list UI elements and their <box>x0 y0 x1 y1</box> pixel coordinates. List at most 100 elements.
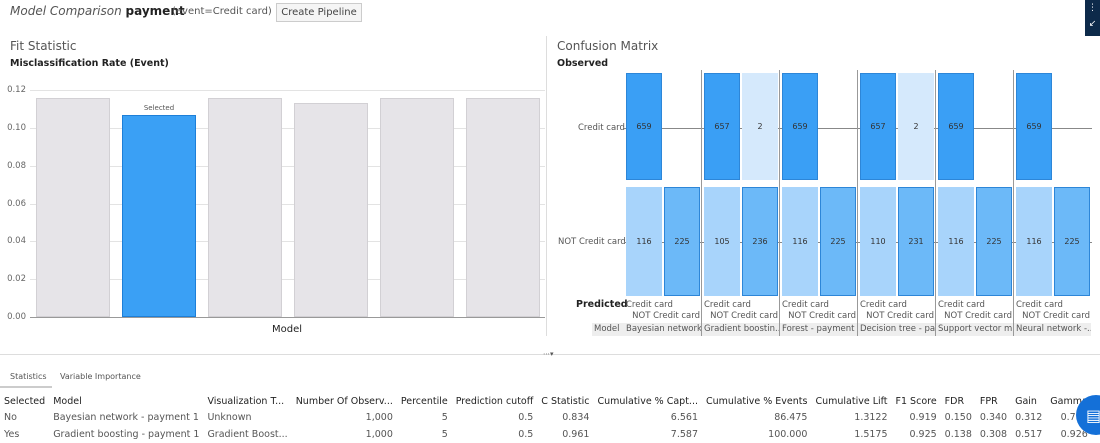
bar-model-5[interactable] <box>380 97 454 317</box>
matrix-cell[interactable]: 2 <box>742 73 778 180</box>
table-cell: 0.5 <box>518 429 534 440</box>
predicted-not-credit-card-label: NOT Credit card <box>944 311 1012 321</box>
predicted-not-credit-card-label: NOT Credit card <box>788 311 856 321</box>
page-title: Model Comparison payment <box>10 4 185 18</box>
table-cell: Bayesian network - payment 1 <box>53 412 199 423</box>
fit-statistic-subtitle: Misclassification Rate (Event) <box>10 58 169 69</box>
column-header[interactable]: FPR <box>979 395 998 407</box>
column-header[interactable]: Prediction cutoff <box>455 395 534 407</box>
bar-model-6[interactable] <box>466 97 540 317</box>
active-tab-indicator <box>0 386 52 388</box>
bar-model-4[interactable] <box>294 103 368 317</box>
bar-model-2[interactable] <box>122 114 196 317</box>
model-name: Forest - payment 1 <box>780 323 857 336</box>
matrix-cell[interactable]: 2 <box>898 73 934 180</box>
tab-statistics[interactable]: Statistics <box>10 372 47 381</box>
matrix-cell[interactable]: 659 <box>626 73 662 180</box>
column-header[interactable]: Percentile <box>400 395 448 407</box>
matrix-cell[interactable]: 110 <box>860 187 896 296</box>
matrix-cell[interactable]: 231 <box>898 187 934 296</box>
gridline <box>30 127 545 129</box>
matrix-cell[interactable]: 225 <box>1054 187 1090 296</box>
title-text: Model Comparison <box>10 4 122 18</box>
table-cell: Unknown <box>207 412 252 423</box>
model-name: Bayesian network... <box>624 323 701 336</box>
matrix-cell[interactable]: 105 <box>704 187 740 296</box>
column-header[interactable]: Visualization T... <box>207 395 285 407</box>
bar-model-3[interactable] <box>208 97 282 317</box>
expand-collapse-icon[interactable]: ⋮ ↙ <box>1085 0 1100 36</box>
table-cell: Yes <box>4 429 20 440</box>
column-header[interactable]: Gamma <box>1050 395 1088 407</box>
table-cell: 1,000 <box>365 429 393 440</box>
table-cell: 0.150 <box>944 412 972 423</box>
row-label-not-credit-card: NOT Credit card <box>558 237 626 247</box>
predicted-credit-card-label: Credit card <box>1016 300 1063 310</box>
row-line <box>624 128 1092 129</box>
splitter-handle-icon[interactable]: ⋯▾ <box>543 350 554 358</box>
table-cell: 5 <box>441 412 448 423</box>
selected-label: Selected <box>143 103 175 112</box>
matrix-cell[interactable]: 236 <box>742 187 778 296</box>
panel-divider <box>546 36 547 336</box>
model-separator <box>857 70 858 336</box>
observed-label: Observed <box>557 58 609 69</box>
model-label: Model <box>592 323 624 336</box>
table-cell: Gradient boosting - payment 1 <box>53 429 200 440</box>
gridline <box>30 279 545 281</box>
matrix-cell[interactable]: 116 <box>1016 187 1052 296</box>
matrix-cell[interactable]: 657 <box>860 73 896 180</box>
table-cell: 0.312 <box>1015 412 1043 423</box>
column-header[interactable]: FDR <box>944 395 965 407</box>
predicted-not-credit-card-label: NOT Credit card <box>710 311 778 321</box>
row-line <box>624 242 1092 243</box>
matrix-cell[interactable]: 659 <box>1016 73 1052 180</box>
table-row[interactable]: No Bayesian network - payment 1 Unknown 1,0… <box>0 409 1092 426</box>
model-separator <box>935 70 936 336</box>
matrix-cell[interactable]: 659 <box>938 73 974 180</box>
matrix-cell[interactable]: 225 <box>664 187 700 296</box>
column-header[interactable]: F1 Score <box>895 395 937 407</box>
matrix-cell[interactable]: 116 <box>782 187 818 296</box>
matrix-cell[interactable]: 225 <box>976 187 1012 296</box>
y-tick-label: 0.06 <box>7 198 26 209</box>
bar-model-1[interactable] <box>36 97 110 317</box>
column-header[interactable]: Number Of Observ... <box>295 395 393 407</box>
predicted-label: Predicted <box>576 299 628 310</box>
gridline <box>30 203 545 205</box>
x-axis-label: Model <box>272 324 303 335</box>
matrix-cell[interactable]: 116 <box>626 187 662 296</box>
column-header[interactable]: Selected <box>4 395 46 407</box>
fit-statistic-chart: 0.12 0.10 0.08 0.06 0.04 0.02 0.00 Selected <box>0 80 550 340</box>
table-cell: 7.587 <box>670 429 698 440</box>
y-tick-label: 0.02 <box>7 274 26 285</box>
predicted-credit-card-label: Credit card <box>860 300 907 310</box>
column-header[interactable]: Cumulative Lift <box>815 395 888 407</box>
y-tick-label: 0.10 <box>7 122 26 133</box>
y-tick-label: 0.12 <box>7 85 26 95</box>
confusion-matrix: Credit card NOT Credit card Predicted Model… <box>558 70 1092 336</box>
table-cell: 0.517 <box>1015 429 1043 440</box>
matrix-cell[interactable]: 116 <box>938 187 974 296</box>
column-header[interactable]: Model <box>53 395 82 407</box>
table-row[interactable]: Yes Gradient boosting - payment 1 Gradient… <box>0 426 1092 443</box>
column-header[interactable]: Gain <box>1015 395 1037 407</box>
table-cell: 0.961 <box>562 429 590 440</box>
matrix-cell[interactable]: 659 <box>782 73 818 180</box>
matrix-cell[interactable]: 657 <box>704 73 740 180</box>
table-cell: 0.5 <box>518 412 534 423</box>
splitter[interactable] <box>0 354 1100 355</box>
column-header[interactable]: Cumulative % Events <box>706 395 808 407</box>
column-header[interactable]: C Statistic <box>541 395 590 407</box>
table-cell: 0.834 <box>562 412 590 423</box>
statistics-table: Selected Model Visualization T... Number Of… <box>0 393 1092 443</box>
matrix-cell[interactable]: 225 <box>820 187 856 296</box>
model-name: Support vector m... <box>936 323 1013 336</box>
model-separator <box>701 70 702 336</box>
tab-variable-importance[interactable]: Variable Importance <box>60 372 141 381</box>
predicted-credit-card-label: Credit card <box>782 300 829 310</box>
model-name: Gradient boostin... <box>702 323 779 336</box>
table-cell: 1,000 <box>365 412 393 423</box>
create-pipeline-button[interactable]: Create Pipeline <box>276 3 362 22</box>
column-header[interactable]: Cumulative % Capt... <box>597 395 698 407</box>
